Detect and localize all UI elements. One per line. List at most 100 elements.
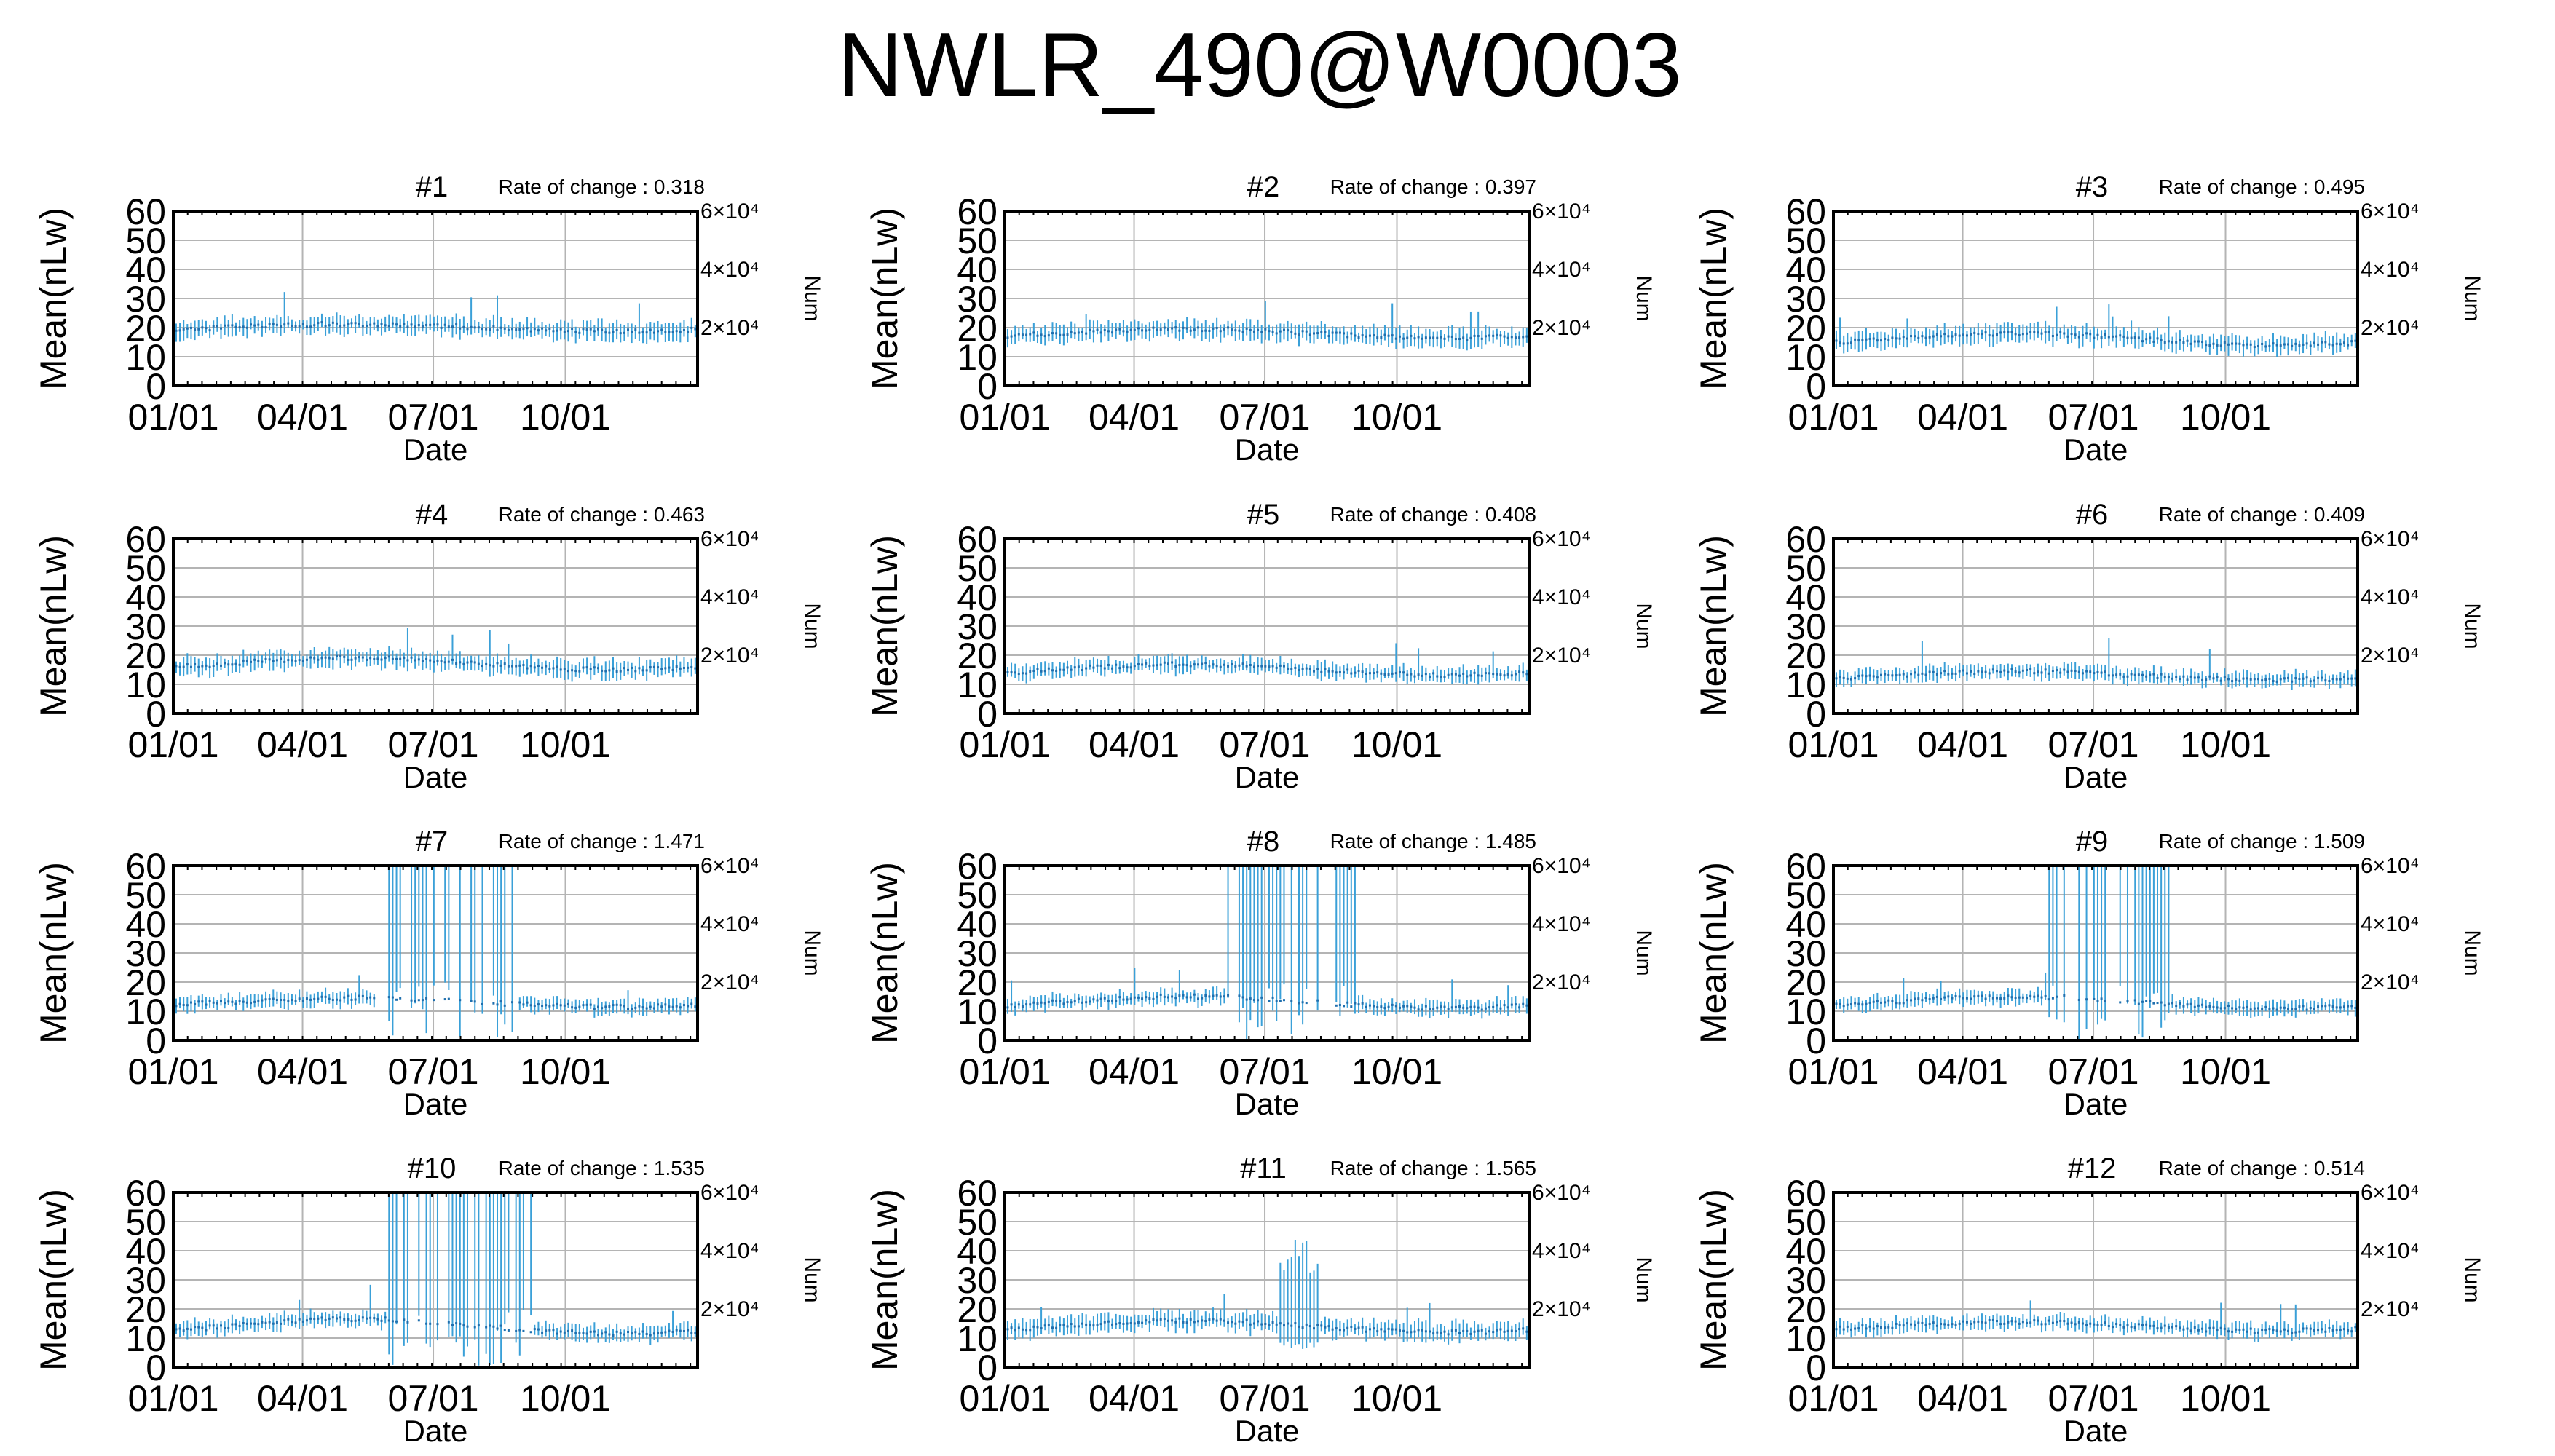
data-point (1294, 332, 1297, 335)
data-point (1077, 997, 1080, 1000)
data-point (2238, 342, 2241, 345)
data-point (451, 325, 454, 328)
data-point (1846, 1003, 1849, 1006)
x-tick-label: 10/01 (2180, 397, 2271, 438)
data-point (1036, 1002, 1039, 1005)
data-point (399, 997, 402, 1000)
data-point (2149, 336, 2152, 339)
data-point (447, 325, 450, 328)
data-point (1081, 1322, 1084, 1325)
data-point (1872, 1327, 1875, 1330)
data-point (1178, 663, 1181, 666)
data-point (1152, 1318, 1155, 1321)
data-point (2294, 1331, 2297, 1334)
data-point (1271, 330, 1274, 333)
data-point (1991, 997, 1994, 1000)
data-point (1480, 674, 1483, 677)
data-point (1212, 663, 1215, 666)
data-point (1338, 670, 1341, 673)
data-point (623, 331, 625, 334)
data-point (1231, 662, 1233, 665)
data-point (391, 657, 394, 660)
y-tick-label: 10 (1785, 1318, 1826, 1359)
data-point (2111, 1326, 2114, 1329)
x-tick-label: 07/01 (2047, 1051, 2139, 1092)
data-point (1122, 665, 1125, 668)
data-point (1338, 331, 1341, 334)
y-tick-label: 60 (957, 519, 998, 560)
data-point (657, 330, 660, 333)
data-point (1089, 1324, 1091, 1326)
data-point (499, 326, 502, 329)
data-point (627, 668, 630, 671)
data-point (208, 1324, 211, 1327)
data-point (1857, 674, 1860, 677)
data-point (1111, 999, 1114, 1002)
data-point (1115, 663, 1118, 666)
data-point (250, 323, 253, 326)
data-point (2186, 1003, 2189, 1006)
data-point (559, 328, 562, 331)
data-point (1152, 664, 1155, 667)
data-point (178, 1002, 181, 1005)
data-point (1965, 672, 1968, 675)
x-axis-label: Date (2064, 760, 2128, 794)
data-point (574, 670, 577, 673)
panel-title: #6 (2076, 499, 2109, 531)
data-point (403, 1318, 406, 1321)
data-point (1436, 675, 1439, 678)
data-point (1137, 327, 1140, 330)
data-point (1133, 665, 1136, 668)
data-point (1077, 665, 1080, 668)
data-point (631, 666, 633, 669)
data-point (2040, 996, 2043, 999)
data-point (2130, 1326, 2133, 1329)
data-point (2246, 1005, 2248, 1008)
data-point (1954, 333, 1957, 336)
y-tick-label: 40 (957, 577, 998, 618)
plot-frame (1832, 864, 2359, 1042)
data-point (1380, 336, 1383, 339)
data-point (1126, 666, 1129, 669)
data-point (242, 659, 245, 662)
data-point (601, 1007, 604, 1010)
data-point (1522, 1327, 1525, 1330)
data-point (280, 999, 283, 1002)
data-point (1436, 336, 1439, 339)
data-point (660, 328, 663, 331)
data-point (1032, 1325, 1035, 1328)
data-point (1047, 1324, 1050, 1326)
data-point (2242, 677, 2245, 680)
data-point (1988, 994, 1991, 997)
data-point (492, 325, 495, 328)
data-point (1988, 334, 1991, 337)
data-point (563, 1004, 566, 1007)
data-point (2272, 342, 2275, 345)
data-point (2104, 333, 2106, 336)
data-point (1943, 670, 1946, 673)
data-point (1171, 661, 1174, 664)
data-point (175, 1328, 178, 1331)
data-point (1305, 330, 1308, 333)
data-point (1984, 1321, 1987, 1324)
data-point (201, 665, 204, 668)
y2-tick-label: 4×10⁴ (2361, 585, 2419, 609)
data-point (2122, 675, 2125, 678)
data-point (2324, 1005, 2327, 1008)
data-point (1320, 1324, 1323, 1327)
data-point (455, 662, 458, 665)
data-point (1335, 671, 1338, 674)
data-point (571, 669, 574, 672)
data-point (317, 997, 320, 1000)
data-point (1421, 337, 1423, 340)
data-point (2227, 1004, 2230, 1007)
data-point (2182, 1005, 2185, 1008)
data-point (250, 1322, 253, 1325)
data-point (664, 1331, 667, 1334)
y2-tick-label: 6×10⁴ (1532, 199, 1590, 223)
data-point (1991, 1318, 1994, 1321)
data-point (366, 1317, 368, 1320)
data-point (2040, 1323, 2043, 1326)
data-point (585, 1003, 588, 1006)
